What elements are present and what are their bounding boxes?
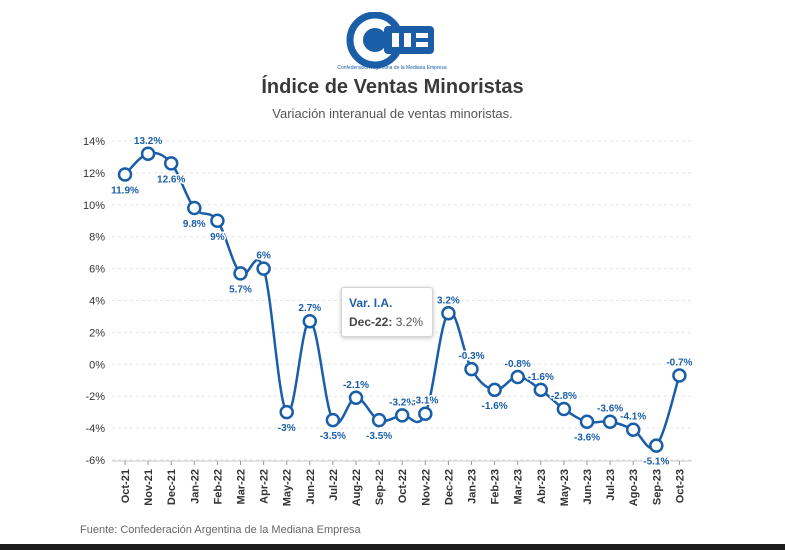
data-point[interactable] xyxy=(464,361,479,377)
data-point[interactable] xyxy=(510,369,525,385)
data-point[interactable] xyxy=(441,306,456,321)
x-tick-label: Oct-21 xyxy=(120,469,132,503)
data-label: -1.6% xyxy=(482,401,508,412)
data-label: -3.6% xyxy=(597,404,623,415)
data-point[interactable] xyxy=(117,167,133,182)
data-point[interactable] xyxy=(418,406,433,421)
data-label: -3.5% xyxy=(320,431,346,442)
data-point[interactable] xyxy=(325,412,341,428)
y-tick-label: 12% xyxy=(83,168,105,180)
data-label: 9.8% xyxy=(183,219,206,230)
data-point[interactable] xyxy=(487,382,502,398)
data-point[interactable] xyxy=(210,213,225,228)
data-point[interactable] xyxy=(140,146,156,162)
tooltip-line: Dec-22: 3.2% xyxy=(349,315,424,329)
x-tick-label: Oct-23 xyxy=(674,469,686,503)
x-tick-label: May-22 xyxy=(282,469,294,506)
x-tick-label: Feb-22 xyxy=(212,469,224,504)
data-label: -3.2% xyxy=(389,397,415,408)
data-point[interactable] xyxy=(163,156,179,171)
x-tick-label: Jun-22 xyxy=(305,469,317,504)
x-tick-label: Jan-22 xyxy=(189,469,201,504)
y-tick-label: -2% xyxy=(85,391,105,403)
data-label: -2.1% xyxy=(343,380,369,391)
data-label: 11.9% xyxy=(111,185,139,196)
x-tick-label: Mar-23 xyxy=(513,469,525,504)
y-tick-label: 4% xyxy=(89,296,105,308)
x-tick-label: Nov-22 xyxy=(420,469,432,506)
x-tick-label: Sep-22 xyxy=(374,469,386,505)
data-label: 6% xyxy=(256,251,271,262)
data-label: 3.2% xyxy=(437,295,460,306)
data-point[interactable] xyxy=(348,390,364,406)
data-label: 12.6% xyxy=(157,174,185,185)
y-tick-label: 6% xyxy=(89,264,105,276)
data-point[interactable] xyxy=(625,422,641,437)
x-tick-label: Sep-23 xyxy=(651,469,663,505)
data-label: 9% xyxy=(210,232,225,243)
data-point[interactable] xyxy=(602,414,618,429)
y-tick-label: 2% xyxy=(89,327,105,339)
data-label: -4.1% xyxy=(620,412,646,423)
y-tick-label: 14% xyxy=(83,136,105,148)
data-label: -0.8% xyxy=(505,359,531,370)
data-label: 5.7% xyxy=(229,284,252,295)
tooltip: Var. I.A. Dec-22: 3.2% xyxy=(341,287,433,337)
tooltip-value: 3.2% xyxy=(395,315,424,329)
data-label: 13.2% xyxy=(134,136,162,147)
x-tick-label: Aug-22 xyxy=(351,469,363,506)
source-note: Fuente: Confederación Argentina de la Me… xyxy=(80,524,361,536)
data-label: -5.1% xyxy=(643,457,669,468)
x-tick-label: Oct-22 xyxy=(397,469,409,503)
x-tick-label: Ago-23 xyxy=(628,469,640,506)
y-tick-label: 0% xyxy=(89,359,105,371)
data-point[interactable] xyxy=(649,438,664,453)
data-label: 2.7% xyxy=(298,303,321,314)
data-point[interactable] xyxy=(394,408,410,423)
x-tick-label: Mar-22 xyxy=(236,469,248,504)
x-tick-label: Apr-22 xyxy=(259,469,271,504)
line-chart: 14% 12% 10% 8% 6% 4% 2% 0% -2% -4% -6% Oct-21 Nov-2… xyxy=(83,134,694,506)
data-point[interactable] xyxy=(556,401,572,417)
chart-title: Índice de Ventas Minoristas xyxy=(261,76,524,98)
came-logo: Confederación Argentina de la Mediana Em… xyxy=(337,12,447,71)
data-point[interactable] xyxy=(302,313,318,329)
x-tick-label: Dec-22 xyxy=(443,469,455,505)
data-point[interactable] xyxy=(279,404,294,420)
y-tick-label: -6% xyxy=(85,455,105,467)
data-label: -3% xyxy=(278,423,296,434)
x-tick-label: May-23 xyxy=(559,469,571,506)
x-tick-label: Feb-23 xyxy=(490,469,502,504)
data-point[interactable] xyxy=(256,261,271,276)
chart-subtitle: Variación interanual de ventas minorista… xyxy=(272,106,513,121)
y-tick-label: 8% xyxy=(89,232,105,244)
x-tick-label: Dec-21 xyxy=(166,469,178,505)
bottom-bar xyxy=(0,544,785,550)
x-tick-label: Jun-23 xyxy=(582,469,594,504)
data-point[interactable] xyxy=(533,382,549,398)
data-label: -3.6% xyxy=(574,433,600,444)
logo-tagline: Confederación Argentina de la Mediana Em… xyxy=(337,65,446,71)
data-label: -1.6% xyxy=(528,372,554,383)
y-tick-label: -4% xyxy=(85,423,105,435)
tooltip-category: Dec-22 xyxy=(349,315,389,329)
tooltip-series: Var. I.A. xyxy=(349,296,393,310)
x-tick-label: Jan-23 xyxy=(467,469,479,504)
data-point[interactable] xyxy=(233,266,248,281)
y-tick-label: 10% xyxy=(83,200,105,212)
data-point[interactable] xyxy=(579,414,595,429)
data-label: -0.3% xyxy=(458,351,484,362)
data-label: -0.7% xyxy=(666,357,692,368)
x-tick-label: Jul-22 xyxy=(328,469,340,501)
data-point[interactable] xyxy=(371,412,387,428)
x-tick-label: Jul-23 xyxy=(605,469,617,501)
data-label: -3.1% xyxy=(412,396,438,407)
data-label: -2.8% xyxy=(551,391,577,402)
x-tick-label: Abr-23 xyxy=(536,469,548,504)
x-tick-label: Nov-21 xyxy=(143,469,155,506)
data-label: -3.5% xyxy=(366,431,392,442)
data-point[interactable] xyxy=(672,368,687,383)
data-point[interactable] xyxy=(187,200,202,216)
